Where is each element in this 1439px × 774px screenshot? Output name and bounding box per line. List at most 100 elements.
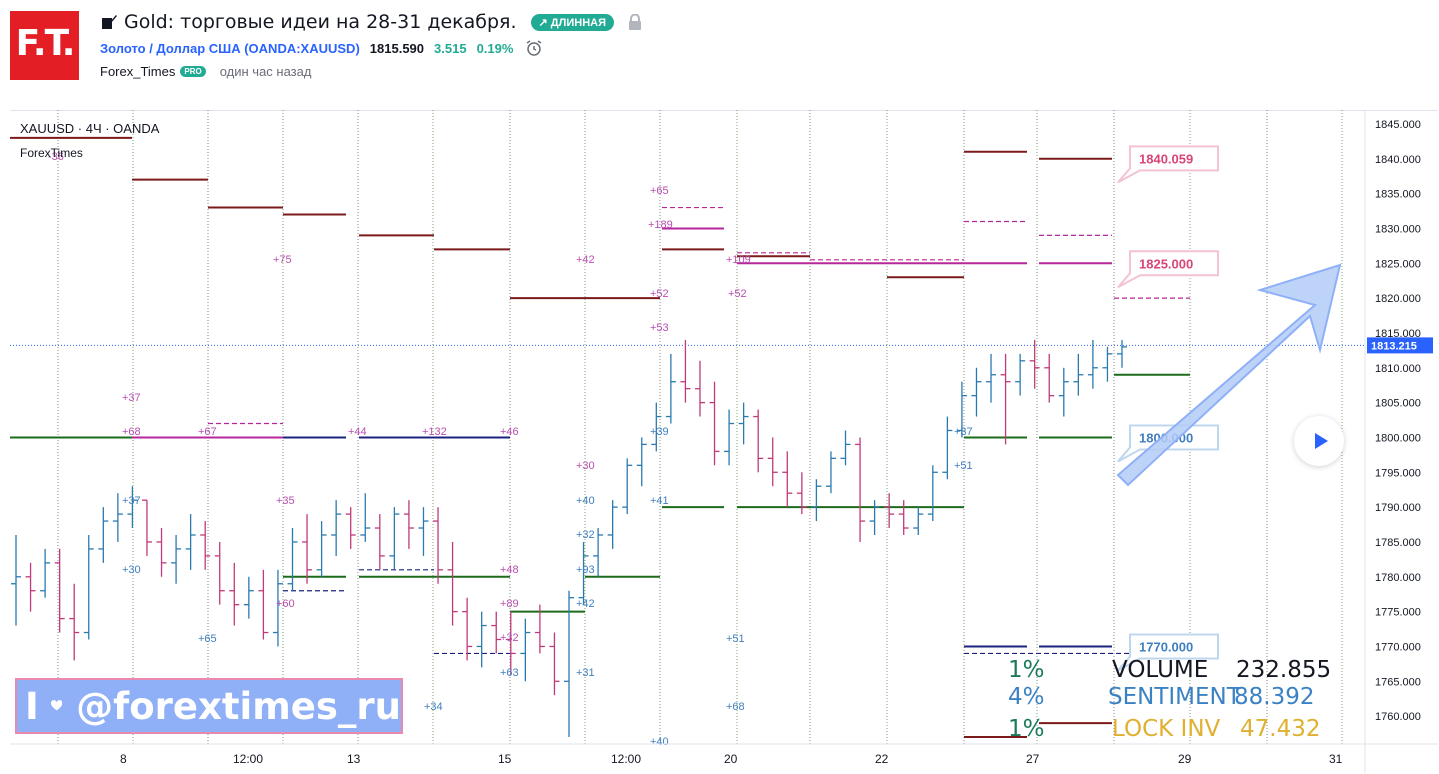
- price-bar: [258, 569, 269, 640]
- time-tick-label: 12:00: [611, 752, 641, 766]
- price-bar: [316, 521, 327, 577]
- level-annotation: +51: [954, 460, 973, 472]
- price-bar: [433, 507, 444, 584]
- price-bar: [1087, 339, 1098, 389]
- price-bar: [811, 479, 822, 522]
- price-bar: [651, 402, 662, 452]
- callout-label: 1840.059: [1139, 151, 1193, 166]
- level-annotation: +75: [273, 254, 292, 266]
- logo-text: F.T.: [15, 23, 76, 64]
- price-bar: [782, 451, 793, 508]
- level-annotation: +32: [500, 632, 519, 644]
- level-annotation: +40: [576, 495, 595, 507]
- level-annotation: +39: [650, 426, 669, 438]
- price-bar: [127, 486, 138, 529]
- level-annotation: +48: [500, 564, 519, 576]
- price-bar: [593, 528, 604, 577]
- level-annotation: +37: [122, 392, 141, 404]
- volume-value: 232.855: [1236, 657, 1332, 683]
- price-bar: [724, 409, 735, 466]
- price-bar: [83, 534, 94, 640]
- price-bar: [389, 507, 400, 570]
- direction-badge: ↗ ДЛИННАЯ: [530, 13, 615, 31]
- price-bar: [141, 499, 152, 556]
- banner-handle: @forextimes_ru: [76, 684, 401, 728]
- price-bar: [418, 507, 429, 556]
- time-tick-label: 27: [1026, 752, 1040, 766]
- price-bar: [1044, 353, 1055, 403]
- level-annotation: -36: [48, 151, 64, 163]
- level-annotation: +93: [576, 564, 595, 576]
- price-bar: [331, 500, 342, 556]
- level-annotation: +42: [576, 254, 595, 266]
- price-tick-label: 1835.000: [1375, 189, 1421, 201]
- price-tick-label: 1780.000: [1375, 572, 1421, 584]
- symbol-price: 1815.590: [369, 40, 425, 56]
- author-logo[interactable]: F.T.: [10, 11, 79, 80]
- trend-arrow: [1116, 263, 1342, 487]
- price-bar: [622, 458, 633, 515]
- level-annotation: +30: [122, 564, 141, 576]
- level-annotation: +52: [650, 288, 669, 300]
- symbol-change-pct: 0.19%: [476, 40, 514, 56]
- play-replay-button[interactable]: [1294, 416, 1344, 466]
- price-bar: [884, 493, 895, 529]
- callout-label: 1770.000: [1139, 639, 1193, 654]
- price-bar: [491, 611, 502, 654]
- price-bar: [578, 541, 589, 605]
- level-annotation: +52: [728, 288, 747, 300]
- chart-frame: [10, 110, 1438, 774]
- time-tick-label: 22: [875, 752, 889, 766]
- price-bar: [54, 548, 65, 633]
- price-bar: [505, 611, 516, 675]
- price-tick-label: 1845.000: [1375, 119, 1421, 131]
- price-bar: [360, 493, 371, 542]
- price-tick-label: 1820.000: [1375, 293, 1421, 305]
- chart-symbol-label: XAUUSD · 4Ч · OANDA: [20, 121, 160, 136]
- price-callout: 1825.000: [1117, 250, 1219, 289]
- alarm-clock-icon[interactable]: [525, 39, 543, 57]
- level-annotation: +37: [954, 426, 973, 438]
- author-row: Forex_Times PRO один час назад: [100, 64, 311, 79]
- price-bar: [1117, 339, 1127, 368]
- price-bar: [942, 416, 953, 480]
- level-annotation: +109: [726, 254, 751, 266]
- price-tick-label: 1770.000: [1375, 641, 1421, 653]
- price-bar: [1058, 367, 1069, 417]
- price-bar: [229, 562, 240, 626]
- idea-title: Gold: торговые идеи на 28-31 декабря.: [124, 11, 517, 33]
- time-tick-label: 13: [347, 752, 361, 766]
- price-bar: [98, 507, 109, 563]
- callout-box: [1117, 145, 1219, 184]
- price-bar: [374, 514, 385, 570]
- price-callout: 1770.000: [1117, 633, 1219, 672]
- price-bar: [767, 437, 778, 487]
- level-annotation: +89: [500, 598, 519, 610]
- author-name[interactable]: Forex_Times: [100, 64, 176, 79]
- price-bar: [665, 353, 676, 424]
- price-bar: [1073, 353, 1084, 396]
- level-annotation: +34: [424, 701, 443, 713]
- level-annotation: +44: [348, 426, 367, 438]
- price-bar: [214, 541, 225, 605]
- time-tick-label: 15: [498, 752, 512, 766]
- price-bar: [156, 528, 167, 577]
- level-annotation: +41: [650, 495, 669, 507]
- price-tick-label: 1805.000: [1375, 398, 1421, 410]
- price-bar: [243, 576, 254, 619]
- pro-badge: PRO: [180, 66, 206, 77]
- last-price-label: 1813.215: [1371, 340, 1417, 352]
- level-annotation: +60: [276, 598, 295, 610]
- price-chart[interactable]: -36 +75 +42 +65 +189 +109 +52 +52 +53 +37 +68 +67 +4…: [10, 110, 1438, 773]
- price-tick-label: 1795.000: [1375, 467, 1421, 479]
- level-annotation: +67: [198, 426, 217, 438]
- level-annotation: +189: [648, 219, 673, 231]
- price-bar: [1102, 346, 1113, 382]
- price-tick-label: 1815.000: [1375, 328, 1421, 340]
- symbol-link[interactable]: Золото / Доллар США (OANDA:XAUUSD): [100, 40, 360, 56]
- last-price-marker: [1367, 337, 1433, 354]
- price-bar: [287, 528, 298, 591]
- level-annotation: +132: [422, 426, 447, 438]
- price-bar: [447, 541, 458, 626]
- price-bar: [855, 437, 866, 542]
